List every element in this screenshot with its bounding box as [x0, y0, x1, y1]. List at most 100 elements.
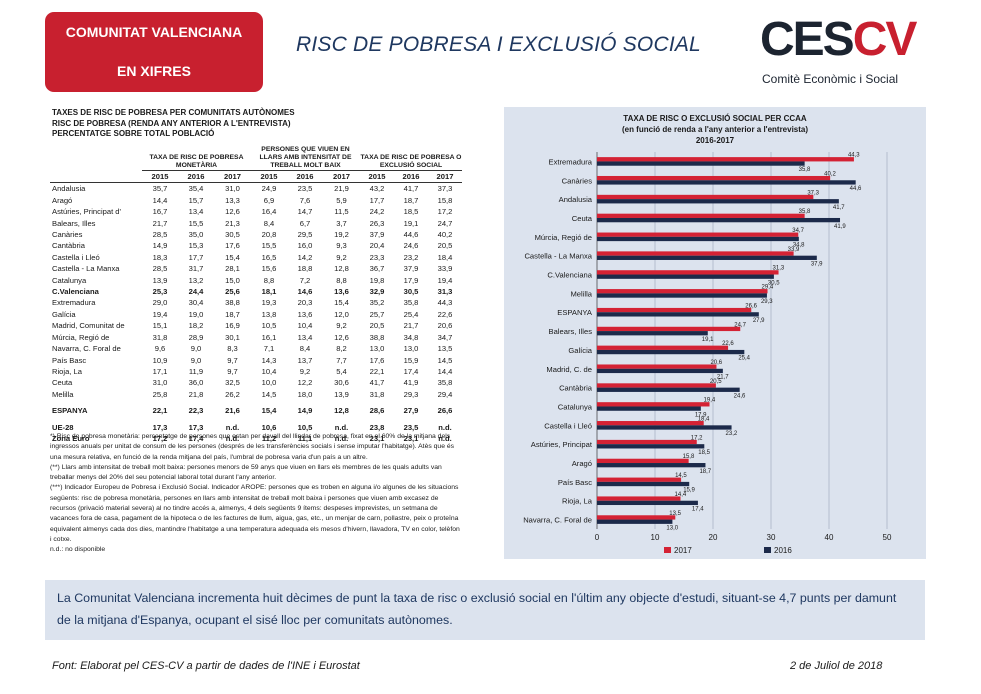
category-label: Múrcia, Regió de — [535, 233, 592, 242]
value-cell: 10,0 — [261, 378, 277, 388]
value-cell: 15,1 — [152, 321, 168, 331]
region-cell: ESPANYA — [52, 406, 88, 416]
data-label-2016: 18,7 — [699, 469, 711, 475]
value-cell: 17,1 — [152, 366, 168, 376]
region-cell: Balears, Illes — [52, 218, 96, 228]
ces-cv-logo: CESCV Comitè Econòmic i Social — [760, 12, 930, 90]
value-cell: 41,7 — [369, 378, 385, 388]
value-cell: 23,2 — [403, 252, 419, 262]
value-cell: 19,0 — [188, 309, 204, 319]
value-cell: 20,4 — [369, 241, 385, 251]
value-cell: 20,5 — [369, 321, 385, 331]
data-label-2016: 19,1 — [702, 337, 714, 343]
region-cell: Canàries — [52, 230, 83, 240]
value-cell: 44,3 — [437, 298, 453, 308]
region-cell: Astúries, Principat d' — [52, 207, 121, 217]
logo-ces: CES — [760, 13, 855, 66]
year-header: 2015 — [142, 170, 178, 184]
region-cell: País Basc — [52, 355, 87, 365]
value-cell: 10,5 — [297, 422, 313, 432]
value-cell: 12,8 — [334, 264, 349, 274]
chart-title: TAXA DE RISC O EXCLUSIÓ SOCIAL PER CCAA — [623, 114, 807, 123]
value-cell: 16,4 — [261, 207, 277, 217]
bar-2017 — [597, 251, 794, 256]
value-cell: 11,2 — [261, 433, 277, 443]
table-title-line: RISC DE POBRESA (RENDA ANY ANTERIOR A L'… — [52, 118, 291, 128]
value-cell: 14,9 — [297, 406, 313, 416]
value-cell: 35,8 — [403, 298, 419, 308]
data-label-2017: 33,9 — [788, 247, 800, 253]
bar-2016 — [597, 425, 732, 430]
region-cell: C.Valenciana — [52, 287, 99, 297]
value-cell: 24,2 — [369, 207, 385, 217]
value-cell: 13,8 — [261, 309, 277, 319]
data-label-2016: 41,7 — [833, 205, 845, 211]
arope-bar-chart: TAXA DE RISC O EXCLUSIÓ SOCIAL PER CCAA (… — [523, 114, 892, 555]
chart-subtitle: (en funció de renda a l'any anterior a l… — [622, 125, 808, 134]
category-label: Cantàbria — [559, 384, 593, 393]
data-label-2017: 14,5 — [675, 473, 687, 479]
note-paragraph: *) Risc de pobresa monetària: percentatg… — [50, 433, 455, 461]
value-cell: 9,7 — [227, 355, 238, 365]
value-cell: n.d. — [438, 422, 452, 432]
value-cell: 6,7 — [299, 218, 311, 228]
bar-2016 — [597, 331, 708, 336]
badge-line-2: EN XIFRES — [117, 63, 191, 79]
x-tick-label: 30 — [767, 533, 776, 542]
value-cell: 27,9 — [403, 406, 419, 416]
data-label-2017: 17,2 — [691, 435, 703, 441]
bar-2016 — [597, 293, 767, 298]
page-title: RISC DE POBRESA I EXCLUSIÓ SOCIAL — [296, 33, 701, 56]
value-cell: 18,8 — [297, 264, 313, 274]
value-cell: 16,1 — [261, 332, 277, 342]
value-cell: 38,8 — [369, 332, 385, 342]
value-cell: 10,9 — [152, 355, 168, 365]
value-cell: 20,5 — [437, 241, 453, 251]
value-cell: 23,5 — [297, 184, 313, 194]
region-cell: Catalunya — [52, 275, 87, 285]
data-label-2016: 37,9 — [811, 261, 823, 267]
value-cell: 20,3 — [297, 298, 313, 308]
category-label: Castella - La Manxa — [524, 252, 592, 261]
bar-2016 — [597, 519, 673, 524]
value-cell: 23,1 — [403, 433, 419, 443]
value-cell: 8,8 — [263, 275, 275, 285]
value-cell: 21,9 — [334, 184, 349, 194]
value-cell: 15,4 — [334, 298, 349, 308]
value-cell: 16,0 — [297, 241, 313, 251]
category-label: Castella i Lleó — [544, 421, 592, 430]
year-header: 2015 — [360, 170, 394, 184]
value-cell: 17,2 — [152, 433, 168, 443]
logo-cv: CV — [852, 13, 918, 66]
data-label-2016: 24,6 — [734, 393, 746, 399]
value-cell: 18,1 — [261, 287, 277, 297]
value-cell: 40,2 — [437, 230, 453, 240]
value-cell: 13,4 — [297, 332, 313, 342]
region-cell: Cantàbria — [52, 241, 85, 251]
value-cell: 17,4 — [188, 433, 204, 443]
value-cell: n.d. — [334, 422, 349, 432]
value-cell: 35,2 — [369, 298, 385, 308]
value-cell: 14,3 — [261, 355, 277, 365]
value-cell: 15,5 — [188, 218, 204, 228]
category-label: Rioja, La — [562, 497, 593, 506]
bar-2017 — [597, 477, 682, 482]
data-label-2016: 21,7 — [717, 375, 729, 381]
year-header: 2017 — [428, 170, 462, 184]
bar-2017 — [597, 383, 716, 388]
category-label: Balears, Illes — [549, 327, 593, 336]
value-cell: 43,2 — [369, 184, 385, 194]
value-cell: 18,2 — [188, 321, 204, 331]
table-row: Andalusia 35,7 35,4 31,0 24,9 23,5 21,9 43,2 41,… — [50, 183, 462, 195]
value-cell: 18,4 — [437, 252, 453, 262]
value-cell: 24,4 — [188, 287, 204, 297]
value-cell: 14,4 — [152, 195, 168, 205]
value-cell: 15,9 — [403, 355, 419, 365]
x-tick-label: 50 — [883, 533, 892, 542]
category-label: Extremadura — [549, 157, 593, 166]
value-cell: 36,0 — [188, 378, 204, 388]
value-cell: 13,2 — [188, 275, 204, 285]
bar-2017 — [597, 496, 681, 501]
table-row: Canàries 28,5 35,0 30,5 20,8 29,5 19,2 37,9 44,6… — [50, 229, 462, 240]
year-header-row: 2015 2016 2017 2015 2016 2017 2015 2016 2017 — [50, 170, 462, 184]
